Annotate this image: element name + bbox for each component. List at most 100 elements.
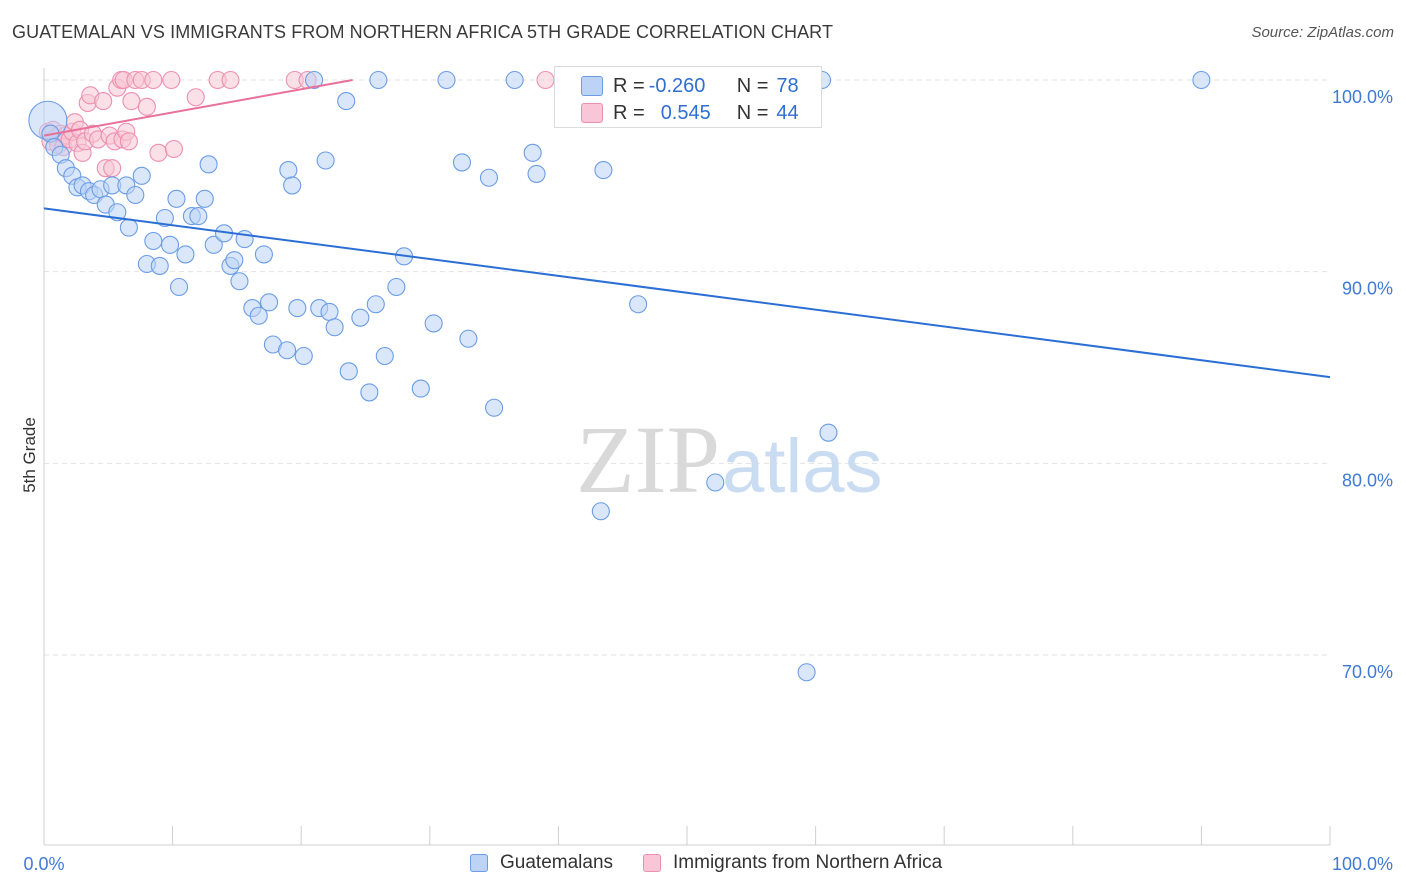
guatemalan-point [259,293,279,312]
guatemalan-point [594,161,613,180]
chart-title: GUATEMALAN VS IMMIGRANTS FROM NORTHERN A… [12,22,834,42]
guatemalan-point [337,92,356,111]
gridlines [44,79,1330,656]
guatemalan-point [1192,70,1211,90]
nafrica-point [221,70,240,90]
guatemalan-point [278,341,297,360]
guatemalan-point [305,70,324,90]
nafrica-point [536,70,555,90]
source-label: Source: ZipAtlas.com [1251,24,1394,41]
guatemalan-point [176,245,195,264]
guatemalan-point [452,153,472,172]
guatemalan-point [339,362,358,381]
guatemalan-point [283,176,302,195]
guatemalan-point [819,423,838,442]
guatemalan-point [249,306,268,325]
guatemalan-point [797,663,816,682]
guatemalan-point [437,70,456,90]
guatemalan-point [316,151,335,170]
guatemalan-point [459,329,478,348]
guatemalan-point [375,346,394,366]
y-tick-label: 70.0% [1342,662,1393,682]
guatemalan-point [230,272,249,291]
guatemalan-point [189,207,208,226]
guatemalan-point [424,314,443,333]
legend-label-nafrica: Immigrants from Northern Africa [673,852,943,873]
guatemalan-point [369,70,388,90]
legend-n-label: N = [736,101,769,124]
x-tick-label: 0.0% [23,854,64,874]
x-tick-label: 100.0% [1332,854,1393,874]
nafrica-point [137,97,156,116]
guatemalan-point [387,277,406,297]
legend-r-value: 0.545 [660,101,711,124]
legend-row-nafrica: R = 0.545 N = 44 [581,101,799,125]
nafrica-point [144,70,163,90]
legend-swatch-guatemalans [581,76,603,96]
guatemalan-point [629,295,648,314]
guatemalan-point [144,231,163,251]
watermark-zip: ZIP [576,406,720,513]
legend-n-value: 44 [776,101,799,124]
guatemalan-point [288,299,307,318]
guatemalan-point [294,346,313,366]
guatemalan-point [527,164,546,183]
trend-lines [43,79,1331,379]
guatemalan-point [320,302,339,321]
guatemalan-point [479,168,499,187]
series-legend: Guatemalans Immigrants from Northern Afr… [470,852,972,874]
guatemalan-point [279,161,298,180]
correlation-legend: R = -0.260 N = 78 R = 0.545 N = 44 [554,66,822,128]
nafrica-point [119,132,138,151]
nafrica-point [162,70,181,90]
guatemalan-point [195,189,214,208]
guatemalan-point [591,502,610,521]
legend-row-guatemalans: R = -0.260 N = 78 [581,74,799,98]
guatemalan-trend-line [43,207,1331,379]
guatemalan-point [225,251,244,270]
legend-r-label: R = [613,74,645,97]
nafrica-trend-line [43,79,353,137]
guatemalan-point [254,245,273,264]
guatemalan-point [132,166,151,185]
guatemalan-point [485,398,504,417]
nafrica-point [122,92,141,111]
guatemalan-point [411,379,430,398]
guatemalan-point [150,256,169,275]
guatemalan-point [325,318,344,337]
guatemalan-point [155,208,174,228]
axes [43,68,1331,846]
guatemalan-point [199,155,218,174]
guatemalan-point [167,189,186,208]
nafrica-point [94,92,113,111]
guatemalan-point [126,185,145,205]
guatemalan-point [160,235,180,254]
nafrica-point [149,143,168,162]
y-tick-label: 100.0% [1332,87,1393,107]
guatemalan-point [366,295,385,314]
guatemalan-point [706,473,725,492]
legend-swatch-nafrica [581,103,603,123]
legend-item-nafrica[interactable]: Immigrants from Northern Africa [643,852,942,874]
guatemalan-point [505,70,524,90]
legend-swatch-guatemalans [470,854,488,872]
nafrica-point [164,139,183,159]
y-tick-label: 80.0% [1342,470,1393,490]
y-tick-label: 90.0% [1342,279,1393,299]
axis-labels: 100.0% 90.0% 80.0% 70.0% 0.0% 100.0% 5th Grade [20,87,1393,874]
guatemalan-point [204,235,223,254]
legend-item-guatemalans[interactable]: Guatemalans [470,852,613,874]
legend-swatch-nafrica [643,854,662,872]
legend-label-guatemalans: Guatemalans [500,852,614,873]
guatemalan-point [523,143,542,162]
legend-n-value: 78 [776,74,799,97]
watermark-atlas: atlas [722,424,883,509]
legend-r-value: -0.260 [648,74,706,97]
y-axis-title: 5th Grade [20,417,39,493]
legend-r-label: R = [613,101,645,124]
guatemalan-point [119,218,138,237]
guatemalan-point [169,277,189,297]
nafrica-point [103,159,122,178]
data-points [28,70,1211,682]
nafrica-point [186,88,205,107]
